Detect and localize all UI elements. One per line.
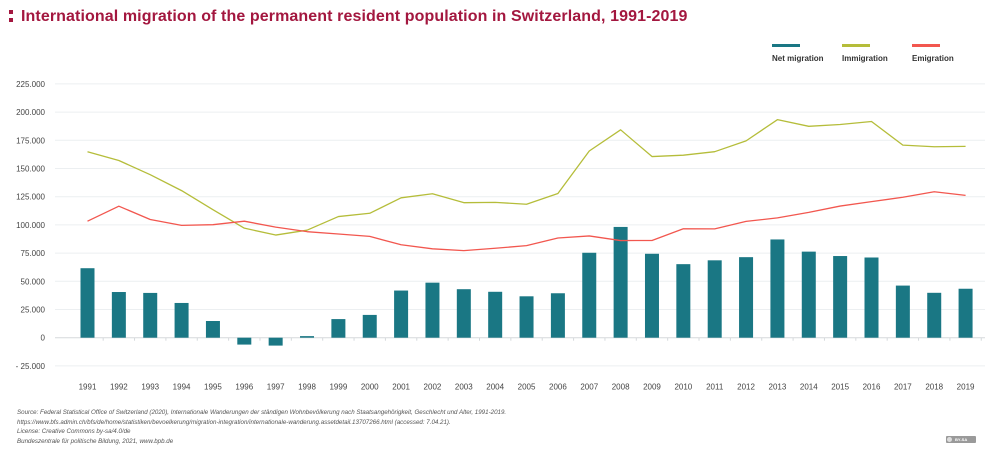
bar-net-migration (80, 268, 95, 338)
x-tick-label: 2019 (957, 383, 975, 392)
x-tick-label: 2005 (518, 383, 536, 392)
y-tick-label: 50.000 (21, 277, 46, 286)
y-tick-label: 150.000 (16, 165, 45, 174)
bar-net-migration (801, 251, 816, 338)
chart-title: International migration of the permanent… (21, 8, 688, 25)
bar-net-migration (394, 290, 409, 338)
bar-net-migration (425, 282, 440, 338)
bar-net-migration (331, 319, 346, 338)
legend-swatch (912, 44, 940, 47)
x-tick-label: 1994 (173, 383, 191, 392)
bar-net-migration (582, 252, 597, 338)
bar-net-migration (833, 256, 848, 338)
legend-label: Emigration (912, 54, 954, 63)
x-tick-label: 1999 (329, 383, 347, 392)
bar-net-migration (895, 285, 910, 338)
legend-item-immigration[interactable]: Immigration (842, 44, 912, 63)
legend-swatch (772, 44, 800, 47)
line-series (87, 119, 966, 252)
x-tick-label: 2003 (455, 383, 473, 392)
y-tick-label: 75.000 (21, 249, 46, 258)
x-tick-label: 2007 (580, 383, 598, 392)
bar-net-migration (644, 253, 659, 338)
line-emigration (87, 191, 966, 252)
x-axis: 1991 1992 1993 1994 1995 1996 1997 1998 1999 2000… (79, 337, 982, 392)
cc-icon (947, 437, 952, 442)
bar-net-migration (237, 337, 252, 345)
x-tick-label: 2010 (674, 383, 692, 392)
bar-net-migration (456, 289, 471, 338)
bar-net-migration (143, 292, 158, 338)
footer-url[interactable]: https://www.bfs.admin.ch/bfs/de/home/sta… (17, 418, 451, 426)
bar-net-migration (519, 296, 534, 338)
x-tick-label: 2017 (894, 383, 912, 392)
bar-net-migration (770, 239, 785, 338)
bar-net-migration (864, 257, 879, 338)
legend-item-emigration[interactable]: Emigration (912, 44, 970, 63)
y-tick-label: - 25.000 (16, 362, 46, 371)
chart-plot: 225.000 200.000 175.000 150.000 125.000 100.0… (16, 80, 985, 392)
cc-license-badge[interactable]: BY-SA (946, 436, 976, 443)
x-tick-label: 1991 (79, 383, 97, 392)
x-tick-label: 2011 (706, 383, 724, 392)
bar-net-migration (613, 226, 628, 338)
x-tick-label: 2000 (361, 383, 379, 392)
x-tick-label: 1998 (298, 383, 316, 392)
bar-net-migration (300, 336, 315, 338)
net-migration-bars (80, 226, 973, 346)
cc-badge-label: BY-SA (955, 437, 968, 442)
legend: Net migration Immigration Emigration (772, 44, 970, 63)
footer-source: Source: Federal Statistical Office of Sw… (17, 409, 507, 416)
y-tick-label: 200.000 (16, 108, 45, 117)
y-tick-label: 25.000 (21, 306, 46, 315)
bar-net-migration (927, 292, 942, 338)
legend-item-net-migration[interactable]: Net migration (772, 44, 842, 63)
x-tick-label: 2006 (549, 383, 567, 392)
bar-net-migration (707, 260, 722, 338)
x-tick-label: 2018 (925, 383, 943, 392)
y-tick-label: 0 (41, 334, 46, 343)
footer-publisher: Bundeszentrale für politische Bildung, 2… (17, 437, 174, 445)
y-tick-label: 175.000 (16, 136, 45, 145)
legend-label: Immigration (842, 54, 888, 63)
y-tick-label: 125.000 (16, 193, 45, 202)
x-tick-label: 1996 (235, 383, 253, 392)
chart-header: International migration of the permanent… (9, 8, 688, 26)
bar-net-migration (174, 302, 189, 338)
x-tick-label: 2016 (863, 383, 881, 392)
bar-net-migration (676, 264, 691, 338)
bar-net-migration (739, 257, 754, 338)
x-tick-label: 2001 (392, 383, 410, 392)
title-marker-icon (9, 9, 13, 25)
source-footer: Source: Federal Statistical Office of Sw… (17, 408, 506, 446)
bar-net-migration (205, 321, 220, 338)
x-tick-label: 2004 (486, 383, 504, 392)
x-tick-label: 2009 (643, 383, 661, 392)
x-tick-label: 2015 (831, 383, 849, 392)
x-tick-label: 1995 (204, 383, 222, 392)
x-tick-label: 2014 (800, 383, 818, 392)
x-tick-label: 2013 (769, 383, 787, 392)
bar-net-migration (362, 314, 377, 338)
y-axis: 225.000 200.000 175.000 150.000 125.000 100.0… (16, 80, 46, 371)
bar-net-migration (268, 337, 283, 346)
x-tick-label: 1997 (267, 383, 285, 392)
y-tick-label: 225.000 (16, 80, 45, 89)
footer-license: License: Creative Commons by-sa/4.0/de (17, 428, 131, 436)
x-tick-label: 2012 (737, 383, 755, 392)
x-tick-label: 2002 (424, 383, 442, 392)
line-immigration (87, 119, 966, 236)
x-tick-label: 2008 (612, 383, 630, 392)
bar-net-migration (111, 292, 126, 338)
y-tick-label: 100.000 (16, 221, 45, 230)
legend-label: Net migration (772, 54, 824, 63)
x-tick-label: 1993 (141, 383, 159, 392)
bar-net-migration (550, 293, 565, 338)
x-tick-label: 1992 (110, 383, 128, 392)
bar-net-migration (958, 288, 973, 338)
bar-net-migration (488, 291, 503, 338)
legend-swatch (842, 44, 870, 47)
